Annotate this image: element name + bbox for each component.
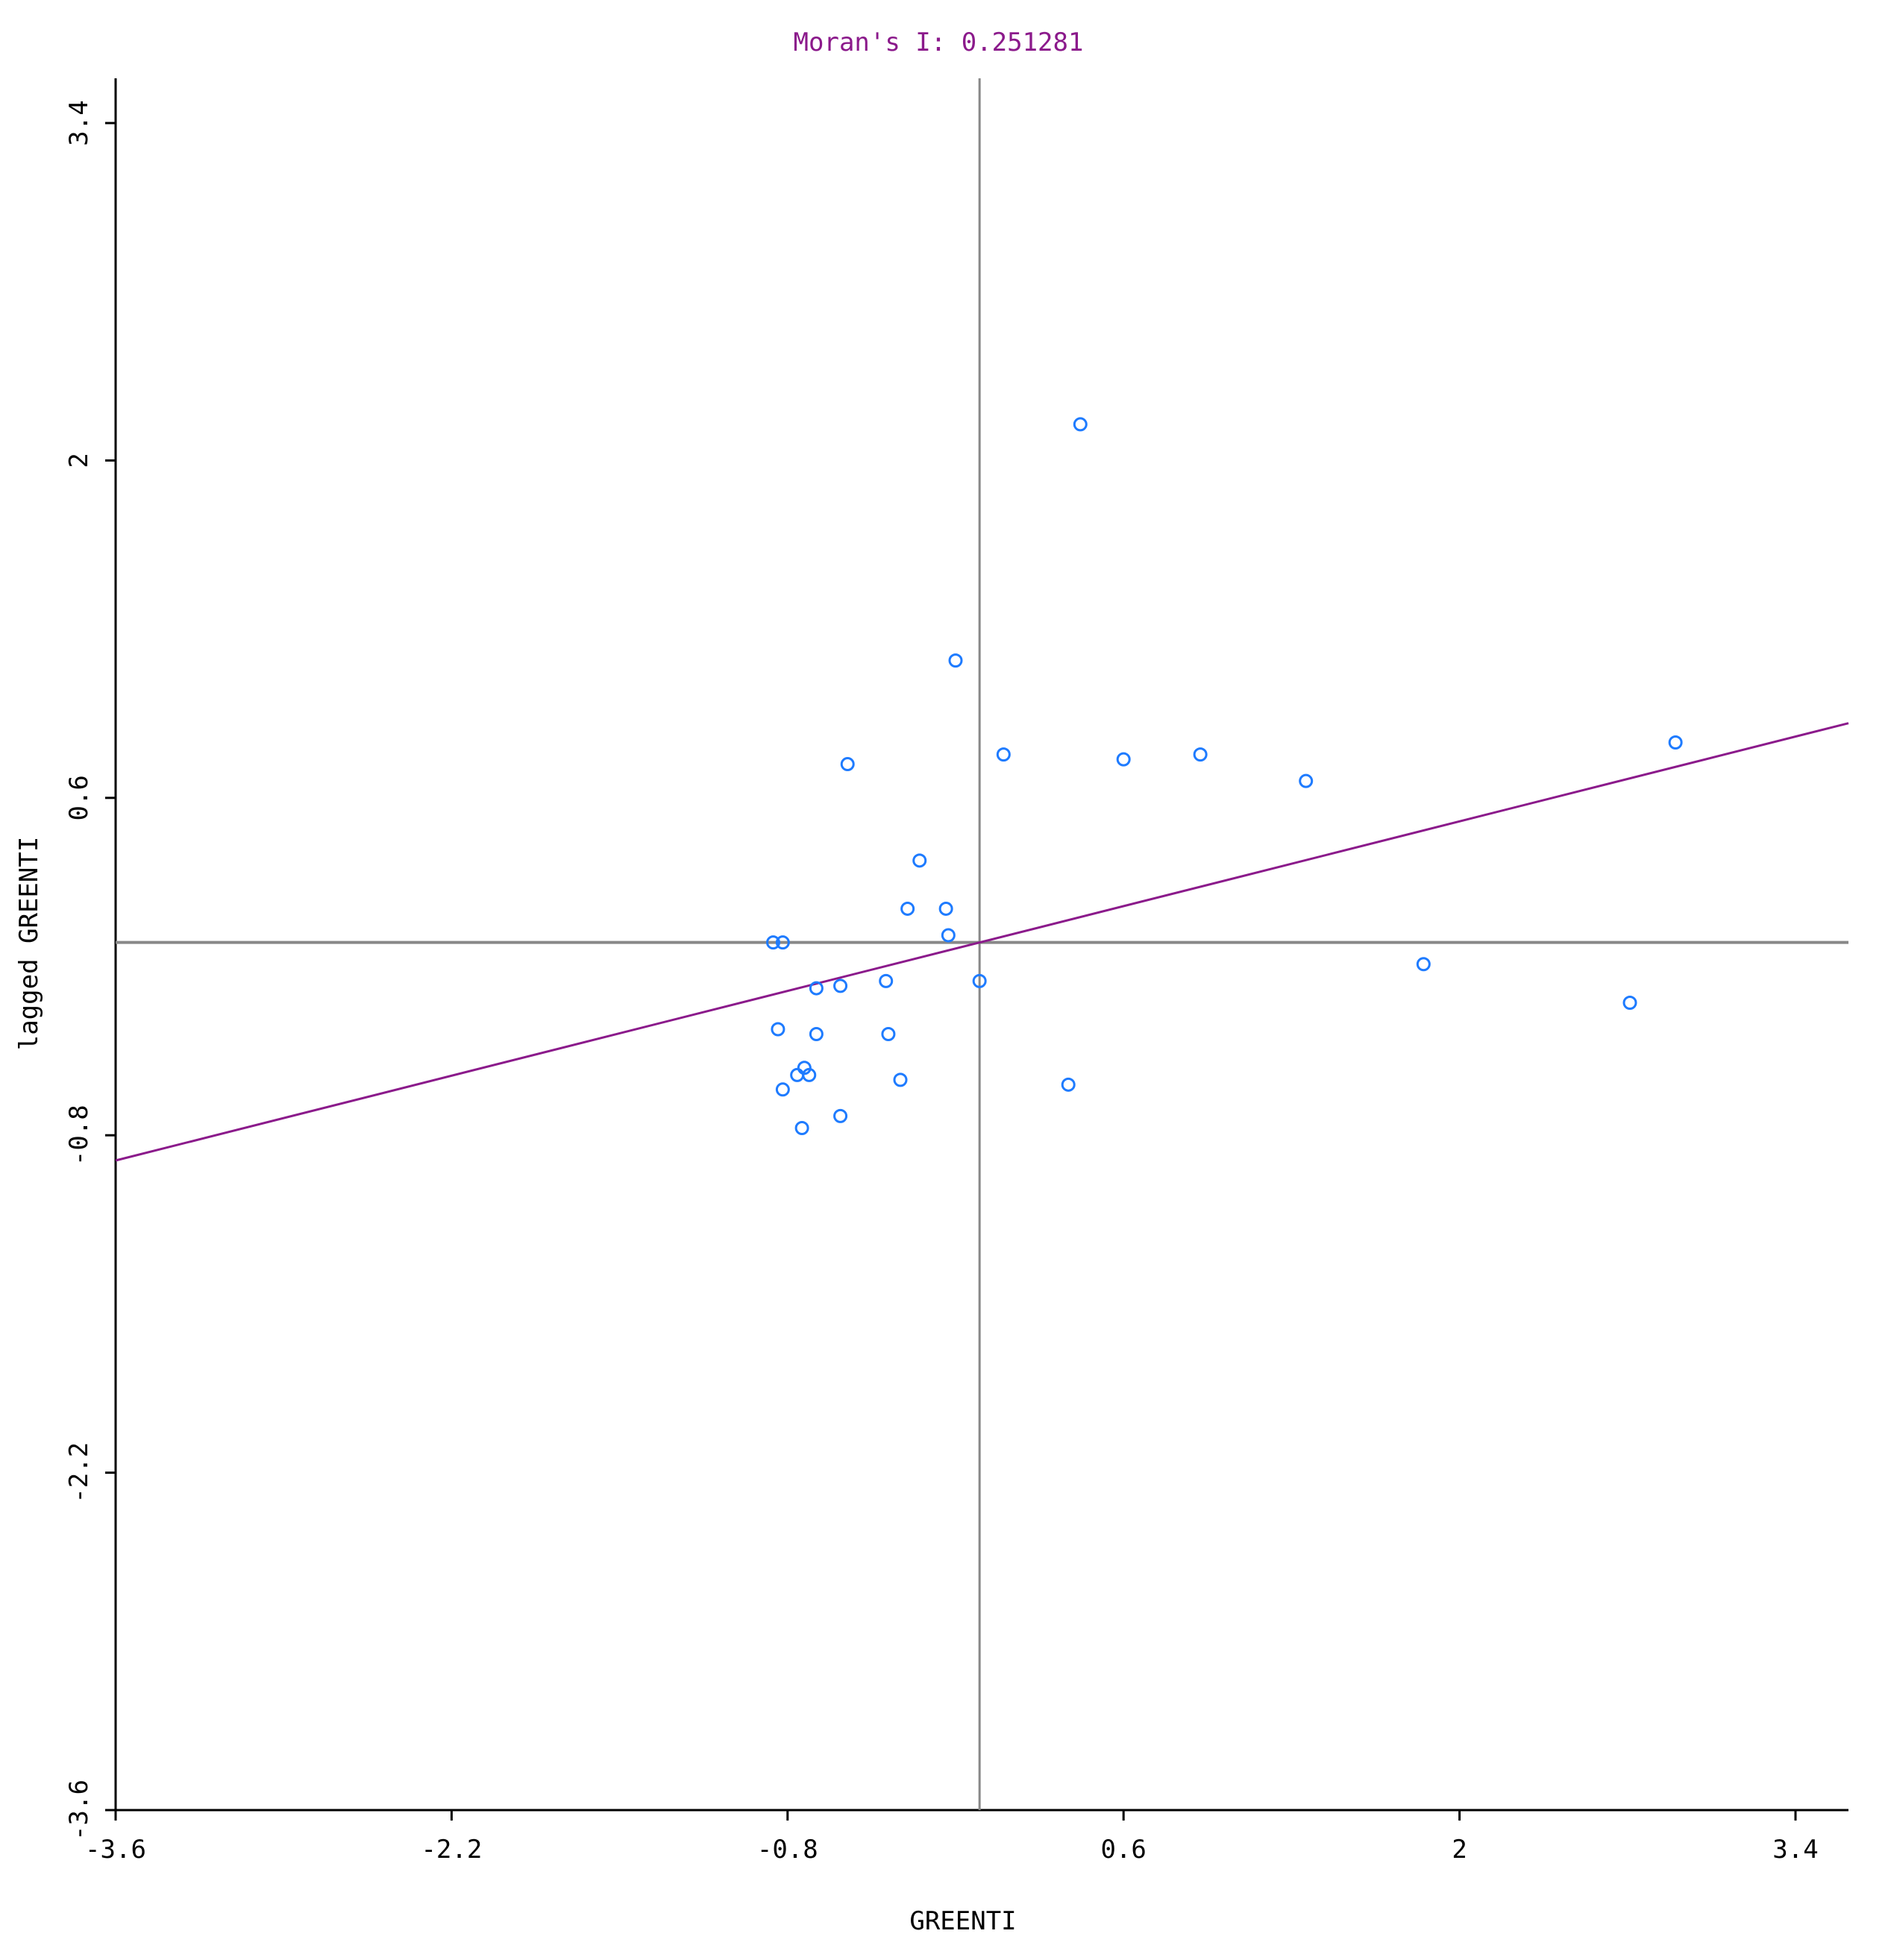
x-tick-label: 0.6 bbox=[1100, 1835, 1146, 1865]
scatter-point bbox=[1416, 957, 1431, 972]
scatter-point bbox=[1116, 752, 1131, 767]
scatter-point bbox=[833, 979, 848, 993]
scatter-point bbox=[833, 1108, 848, 1123]
scatter-point bbox=[1061, 1077, 1076, 1092]
y-tick-label: -2.2 bbox=[64, 1442, 94, 1504]
scatter-point bbox=[794, 1121, 809, 1136]
scatter-point bbox=[996, 747, 1011, 762]
scatter-point bbox=[1073, 417, 1088, 432]
scatter-point bbox=[972, 973, 987, 988]
x-axis-label: GREENTI bbox=[909, 1906, 1016, 1936]
scatter-point bbox=[809, 981, 824, 996]
scatter-point bbox=[879, 973, 894, 988]
regression-line bbox=[115, 722, 1849, 1162]
y-axis-label: lagged GREENTI bbox=[14, 837, 44, 1051]
plot-layer: -3.6 -2.2 -0.8 0.6 2 3.4 -3.6 -2.2 -0.8 0.6 2 3.4 bbox=[64, 78, 1849, 1865]
scatter-point bbox=[1668, 735, 1683, 750]
chart-title: Moran's I: 0.251281 bbox=[794, 28, 1084, 57]
scatter-point bbox=[840, 757, 855, 772]
x-tick-label: 2 bbox=[1452, 1835, 1467, 1865]
scatter-point bbox=[775, 935, 790, 950]
scatter-point bbox=[893, 1072, 908, 1087]
x-tick-label: -0.8 bbox=[757, 1835, 818, 1865]
scatter-point bbox=[900, 901, 915, 916]
scatter-point bbox=[775, 1082, 790, 1097]
scatter-point bbox=[1622, 995, 1637, 1010]
y-tick-label: -0.8 bbox=[64, 1105, 94, 1166]
y-tick-label: -3.6 bbox=[64, 1780, 94, 1841]
scatter-point bbox=[765, 935, 780, 950]
scatter-point bbox=[1299, 773, 1314, 788]
scatter-point bbox=[938, 901, 953, 916]
scatter-point bbox=[771, 1022, 785, 1037]
scatter-point bbox=[809, 1026, 824, 1041]
x-tick-label: 3.4 bbox=[1772, 1835, 1818, 1865]
x-tick-label: -2.2 bbox=[421, 1835, 482, 1865]
y-tick-label: 2 bbox=[64, 453, 94, 468]
scatter-point bbox=[1193, 747, 1208, 762]
scatter-point bbox=[881, 1026, 896, 1041]
y-tick-label: 3.4 bbox=[64, 100, 94, 145]
scatter-point bbox=[948, 653, 963, 668]
x-tick-label: -3.6 bbox=[85, 1835, 146, 1865]
scatter-point bbox=[790, 1067, 805, 1082]
scatter-point bbox=[912, 853, 927, 868]
scatter-point bbox=[941, 928, 956, 943]
y-tick-label: 0.6 bbox=[64, 775, 94, 820]
